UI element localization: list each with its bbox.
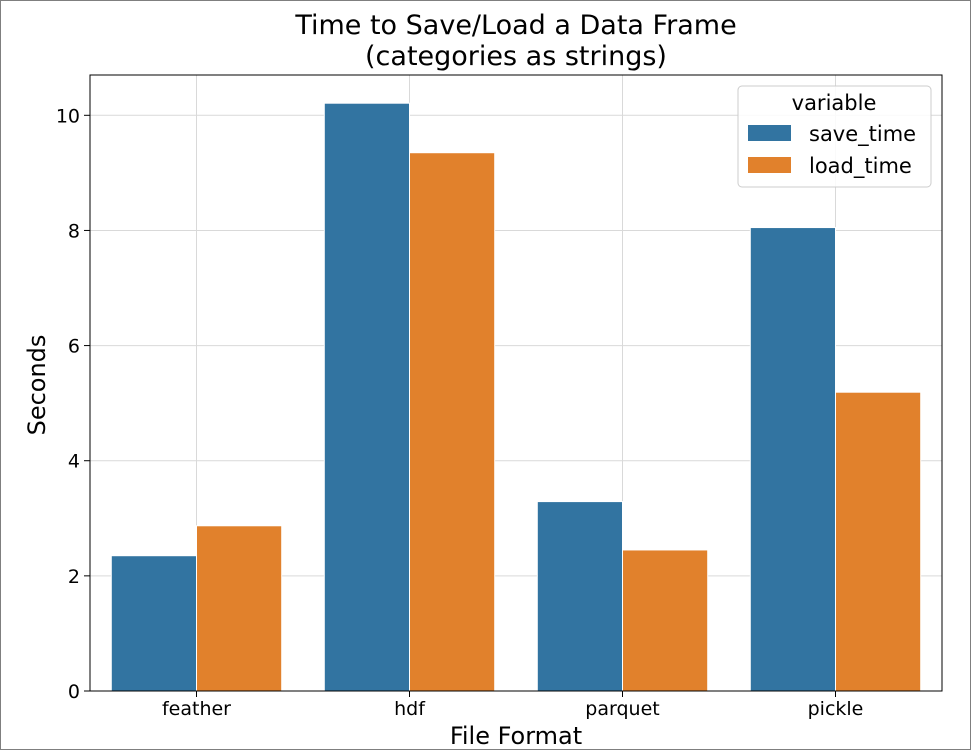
bar-load-time-parquet xyxy=(622,549,709,692)
bar-save-time-parquet xyxy=(536,501,623,692)
plot-area-border xyxy=(89,74,943,692)
legend-label-save-time: save_time xyxy=(809,122,916,147)
legend-title: variable xyxy=(792,91,877,115)
legend: variable save_time load_time xyxy=(737,85,932,188)
legend-swatch-save-time xyxy=(748,125,791,141)
bar-load-time-feather xyxy=(196,525,283,692)
y-axis-label: Seconds xyxy=(23,335,51,436)
bars xyxy=(110,102,922,692)
x-tick-label: hdf xyxy=(394,698,426,720)
bar-load-time-hdf xyxy=(409,152,496,692)
x-axis-ticks: feather hdf parquet pickle xyxy=(162,691,863,720)
legend-label-load-time: load_time xyxy=(809,154,912,179)
y-tick-label: 2 xyxy=(68,566,80,588)
chart-title-line-2: (categories as strings) xyxy=(365,41,667,72)
bar-save-time-hdf xyxy=(323,102,410,692)
x-tick-label: feather xyxy=(162,698,231,720)
x-axis-label: File Format xyxy=(450,722,582,750)
legend-swatch-load-time xyxy=(748,157,791,173)
x-tick-label: pickle xyxy=(808,698,864,720)
bar-save-time-feather xyxy=(110,555,197,692)
bar-save-time-pickle xyxy=(749,227,836,692)
y-tick-label: 0 xyxy=(68,681,80,703)
x-tick-label: parquet xyxy=(585,698,659,720)
y-tick-label: 8 xyxy=(68,220,80,242)
y-tick-label: 10 xyxy=(56,105,80,127)
y-tick-label: 4 xyxy=(68,451,80,473)
bar-load-time-pickle xyxy=(835,391,922,692)
chart-title-line-1: Time to Save/Load a Data Frame xyxy=(294,10,736,41)
y-axis-ticks: 0 2 4 6 8 10 xyxy=(56,105,90,703)
y-tick-label: 6 xyxy=(68,336,80,358)
